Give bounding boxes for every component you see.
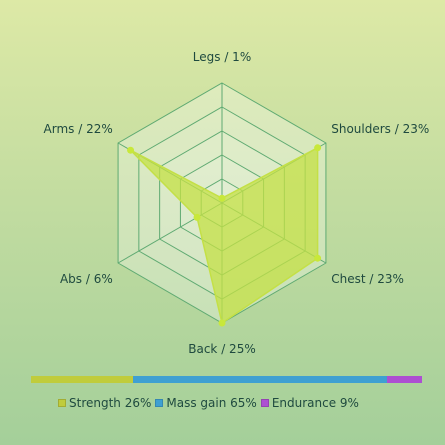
bar-segment-2 bbox=[386, 376, 422, 383]
legend-swatch-2 bbox=[260, 399, 269, 407]
legend-item-1: Mass gain 65% bbox=[155, 396, 257, 410]
data-point-4 bbox=[193, 213, 201, 221]
axis-label-0: Legs / 1% bbox=[193, 50, 251, 64]
legend-swatch-0 bbox=[58, 399, 66, 407]
breakdown-bar bbox=[31, 376, 422, 383]
data-point-1 bbox=[314, 144, 322, 152]
bar-segment-0 bbox=[31, 376, 133, 383]
legend-item-2: Endurance 9% bbox=[260, 396, 359, 410]
legend: Strength 26% Mass gain 65% Endurance 9% bbox=[58, 395, 363, 411]
axis-label-5: Arms / 22% bbox=[44, 122, 113, 136]
data-point-3 bbox=[218, 319, 226, 327]
bar-segment-1 bbox=[132, 376, 387, 383]
axis-label-1: Shoulders / 23% bbox=[331, 122, 429, 136]
axis-label-2: Chest / 23% bbox=[331, 272, 404, 286]
legend-label-2: Endurance 9% bbox=[271, 396, 359, 410]
legend-item-0: Strength 26% bbox=[58, 396, 151, 410]
axis-label-4: Abs / 6% bbox=[60, 272, 113, 286]
data-point-2 bbox=[314, 254, 322, 262]
legend-swatch-1 bbox=[155, 399, 164, 407]
legend-label-1: Mass gain 65% bbox=[166, 396, 257, 410]
legend-label-0: Strength 26% bbox=[69, 396, 152, 410]
radar-series bbox=[127, 144, 322, 327]
axis-label-3: Back / 25% bbox=[188, 342, 255, 356]
data-point-5 bbox=[127, 146, 135, 154]
axis-labels: Legs / 1% Shoulders / 23% Chest / 23% Back … bbox=[44, 50, 430, 356]
data-point-0 bbox=[218, 194, 226, 202]
